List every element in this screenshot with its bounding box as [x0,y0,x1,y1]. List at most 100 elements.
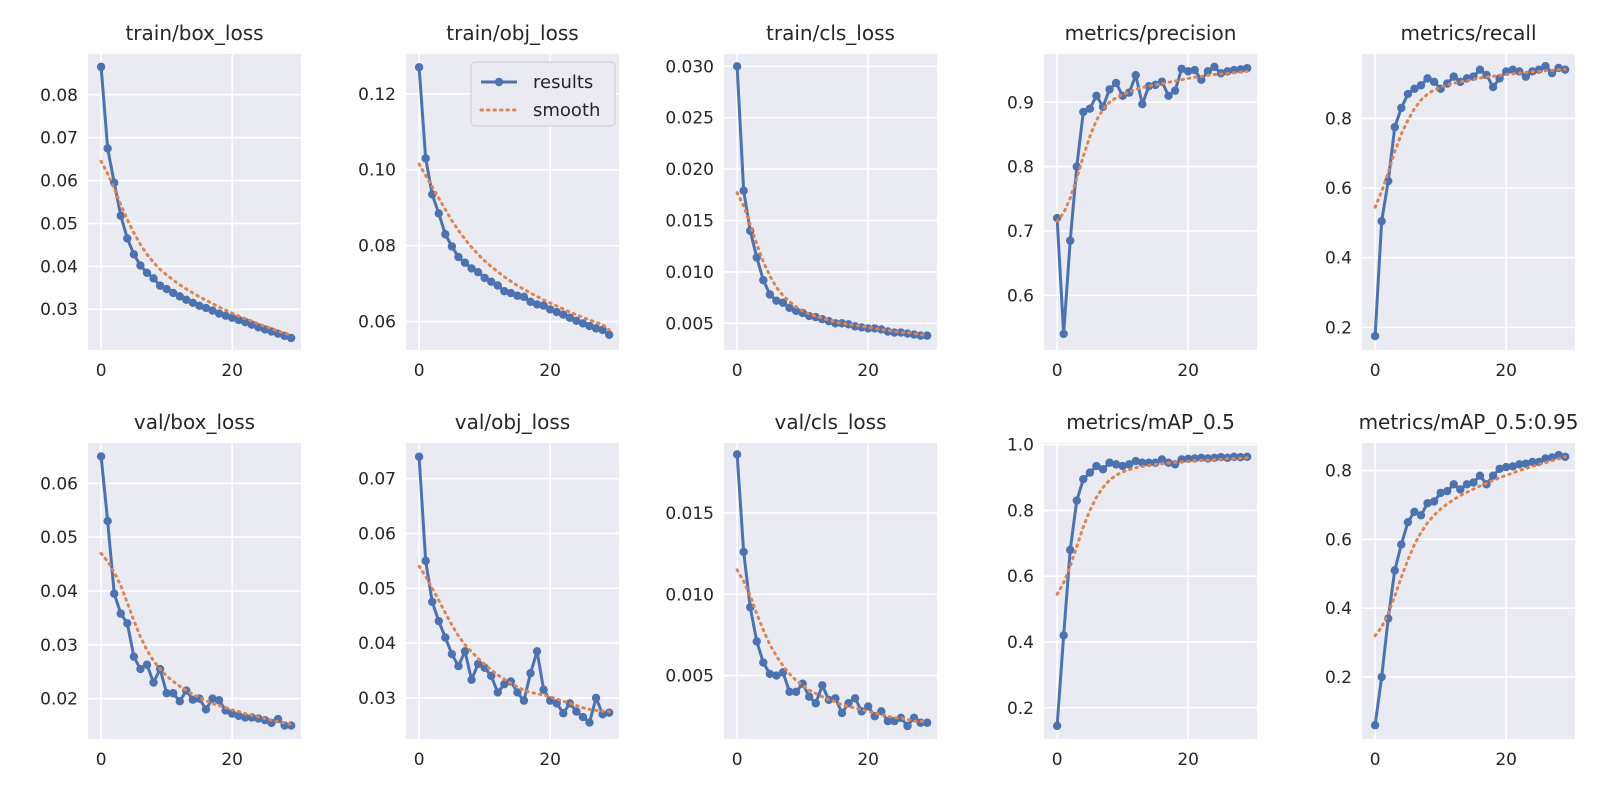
y-tick-label: 0.06 [358,313,396,333]
plot-area [1044,443,1257,739]
y-tick-label: 0.2 [1325,668,1352,688]
legend-smooth-label: smooth [533,100,600,121]
y-tick-label: 0.015 [665,504,714,524]
results-point [772,671,781,680]
results-point [1092,91,1101,101]
y-tick-label: 0.6 [1325,530,1352,550]
y-tick-label: 0.2 [1325,318,1352,338]
y-tick-label: 0.010 [665,585,714,605]
x-tick-label: 0 [96,750,107,770]
results-point [441,230,450,239]
results-point [1164,91,1173,101]
smooth-series-line [1373,67,1567,209]
results-point [752,637,761,646]
results-point [519,292,529,302]
y-tick-label: 0.10 [358,161,396,181]
y-tick-label: 0.005 [665,667,714,687]
results-point [513,688,522,697]
results-point [214,696,224,705]
smooth-series-line [99,551,293,726]
y-tick-label: 0.05 [358,579,396,599]
y-tick-label: 0.6 [1007,567,1034,587]
x-tick-label: 0 [1052,361,1063,381]
results-point [1554,450,1563,460]
results-point [201,303,211,313]
y-tick-label: 0.07 [358,470,396,490]
results-point [559,310,568,319]
results-point [142,268,152,277]
y-tick-label: 0.06 [40,474,78,494]
results-point [591,693,601,703]
results-point [175,292,184,301]
x-tick-label: 0 [732,750,743,770]
results-point [214,309,224,318]
results-point [539,301,548,310]
results-point [1416,81,1426,90]
y-tick-label: 1.0 [1007,436,1034,456]
results-point [421,154,430,163]
plot-area [1044,54,1257,350]
results-point [182,295,191,305]
subplot-title: metrics/mAP_0.5:0.95 [1359,410,1579,434]
results-point [434,209,443,218]
results-point [162,689,171,698]
y-tick-label: 0.08 [358,237,396,257]
results-point [1066,545,1075,555]
y-tick-label: 0.06 [40,172,78,192]
results-point [129,652,139,661]
y-tick-label: 0.05 [40,214,78,234]
smooth-series-line [99,159,293,337]
results-point [1541,61,1550,71]
y-tick-label: 0.4 [1325,599,1352,619]
x-tick-label: 20 [1177,750,1199,770]
results-point [1515,460,1524,469]
y-tick-label: 0.020 [665,160,714,180]
results-point [123,234,132,243]
results-point [123,619,132,628]
results-point [454,252,463,262]
results-point [1111,78,1121,88]
results-point [1508,65,1517,74]
y-tick-label: 0.025 [665,109,714,129]
y-tick-label: 0.6 [1325,179,1352,199]
results-point [545,305,555,314]
results-point [247,320,257,329]
results-point [1059,329,1068,339]
x-tick-label: 0 [1052,750,1063,770]
results-point [428,597,437,607]
results-point [506,288,516,298]
results-point [454,661,463,671]
results-point [175,697,184,706]
results-point [1197,75,1206,84]
results-point [1105,458,1114,467]
results-point [467,264,476,273]
results-point [162,284,171,294]
results-point [129,250,139,259]
results-point [493,281,502,290]
results-point [1416,511,1426,520]
smooth-series-line [735,191,929,338]
results-point [785,303,794,313]
results-point [1521,72,1531,81]
y-tick-label: 0.03 [40,636,78,656]
results-point [1170,86,1180,95]
results-point [1072,496,1081,505]
results-point [850,694,860,703]
results-point [552,307,561,317]
results-point [1079,474,1088,484]
results-point [572,707,581,716]
results-point [1403,89,1413,99]
results-point [208,306,217,315]
x-tick-label: 0 [1370,750,1381,770]
y-tick-label: 0.8 [1325,462,1352,482]
x-tick-label: 0 [414,361,425,381]
y-tick-label: 0.8 [1007,501,1034,521]
y-tick-label: 0.08 [40,86,78,106]
results-point [811,699,820,708]
y-tick-label: 0.05 [40,528,78,548]
x-tick-label: 20 [1495,750,1517,770]
y-tick-label: 0.9 [1007,93,1034,113]
results-point [500,286,509,296]
results-point [201,705,211,714]
